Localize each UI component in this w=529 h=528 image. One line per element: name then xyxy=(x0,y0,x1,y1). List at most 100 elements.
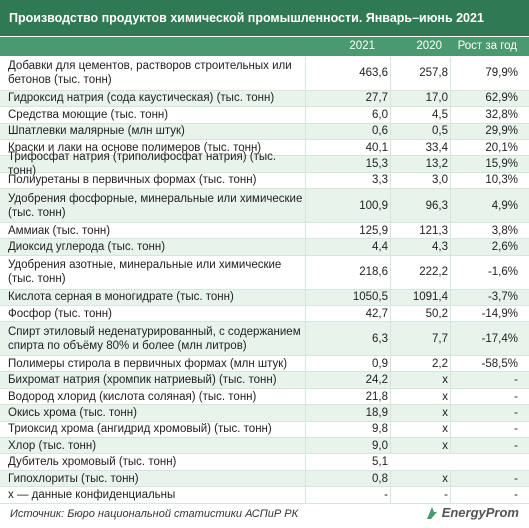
table-row: Окись хрома (тыс. тонн) 18,9 х - xyxy=(0,405,529,422)
row-label: Хлор (тыс. тонн) xyxy=(8,439,97,452)
table-row: Удобрения фосфорные, минеральные или хим… xyxy=(0,189,529,223)
cell: 2,6% xyxy=(450,239,518,255)
table-row: Хлор (тыс. тонн) 9,0 х - xyxy=(0,438,529,455)
column-header: 2021 xyxy=(349,40,375,52)
cell: 4,5 xyxy=(390,107,448,123)
table-row: Бихромат натрия (хромпик натриевый) (тыс… xyxy=(0,372,529,389)
cell: 27,7 xyxy=(305,90,388,107)
cell: - xyxy=(450,487,518,503)
cell: 29,9% xyxy=(450,123,518,139)
cell: 0,5 xyxy=(390,123,448,139)
row-label: Бихромат натрия (хромпик натриевый) (тыс… xyxy=(8,374,277,387)
cell: - xyxy=(450,438,518,454)
cell: 257,8 xyxy=(390,57,448,90)
cell: 7,7 xyxy=(390,322,448,356)
table-header: 2021 2020 Рост за год xyxy=(0,37,529,56)
cell: 62,9% xyxy=(450,90,518,107)
cell: х xyxy=(390,421,448,438)
cell: 0,8 xyxy=(305,470,388,487)
cell: х xyxy=(390,405,448,421)
table-row: Удобрения азотные, минеральные или химич… xyxy=(0,255,529,290)
row-label: Удобрения азотные, минеральные или химич… xyxy=(8,259,282,286)
cell: 6,3 xyxy=(305,322,388,356)
logo-text: EnergyProm xyxy=(441,505,519,520)
cell: - xyxy=(450,421,518,438)
cell: 1091,4 xyxy=(390,289,448,305)
cell: 222,2 xyxy=(390,255,448,289)
row-label: Диоксид углерода (тыс. тонн) xyxy=(8,241,166,254)
table-row: Фосфор (тыс. тонн) 42,7 50,2 -14,9% xyxy=(0,305,529,323)
cell: 463,6 xyxy=(305,57,388,90)
cell: - xyxy=(450,470,518,487)
cell: 13,2 xyxy=(390,156,448,172)
cell: - xyxy=(305,487,388,503)
table-row: Гипохлориты (тыс. тонн) 0,8 х - xyxy=(0,470,529,488)
table-row: Трифосфат натрия (триполифосфат натрия) … xyxy=(0,151,529,178)
cell: 79,9% xyxy=(450,57,518,90)
cell: - xyxy=(450,405,518,421)
cell: 17,0 xyxy=(390,90,448,107)
cell: - xyxy=(450,388,518,405)
cell: -58,5% xyxy=(450,356,518,372)
row-label: Кислота серная в моногидрате (тыс. тонн) xyxy=(8,291,234,304)
cell: 100,9 xyxy=(305,189,388,222)
cell: 15,3 xyxy=(305,156,388,172)
table-row: Диоксид углерода (тыс. тонн) 4,4 4,3 2,6% xyxy=(0,239,529,256)
cell: х xyxy=(390,388,448,405)
cell: 42,7 xyxy=(305,305,388,322)
row-label: Шпатлевки малярные (млн штук) xyxy=(8,125,185,138)
row-label: Окись хрома (тыс. тонн) xyxy=(8,406,137,419)
table-body: Добавки для цементов, растворов строител… xyxy=(0,57,529,504)
cell: 40,1 xyxy=(305,139,388,156)
row-label: Спирт этиловый неденатурированный, с сод… xyxy=(8,325,301,352)
cell: 50,2 xyxy=(390,305,448,322)
cell: -3,7% xyxy=(450,289,518,305)
row-label: Трифосфат натрия (триполифосфат натрия) … xyxy=(8,151,277,178)
title: Производство продуктов химической промыш… xyxy=(0,0,529,36)
row-label: х — данные конфиденциальны xyxy=(8,488,176,501)
source: Источник: Бюро национальной статистики А… xyxy=(10,508,299,520)
table-row: Шпатлевки малярные (млн штук) 0,6 0,5 29,9% xyxy=(0,123,529,140)
cell: 18,9 xyxy=(305,405,388,421)
table-row: Полиуретаны в первичных формах (тыс. тон… xyxy=(0,172,529,190)
row-label: Средства моющие (тыс. тонн) xyxy=(8,108,169,121)
row-label: Водород хлорид (кислота соляная) (тыс. т… xyxy=(8,390,257,403)
table-row: Дубитель хромовый (тыс. тонн) 5,1 xyxy=(0,454,529,471)
cell: 9,8 xyxy=(305,421,388,438)
table-row: Аммиак (тыс. тонн) 125,9 121,3 3,8% xyxy=(0,222,529,240)
row-label: Аммиак (тыс. тонн) xyxy=(8,224,111,237)
column-header: 2020 xyxy=(416,40,442,52)
cell: 1050,5 xyxy=(305,289,388,305)
cell: 3,8% xyxy=(450,222,518,239)
cell: - xyxy=(390,487,448,503)
cell: 4,3 xyxy=(390,239,448,255)
table-row: Краски и лаки на основе полимеров (тыс. … xyxy=(0,139,529,157)
cell: 3,3 xyxy=(305,172,388,189)
cell: -14,9% xyxy=(450,305,518,322)
cell: -1,6% xyxy=(450,255,518,289)
row-label: Полимеры стирола в первичных формах (млн… xyxy=(8,357,288,370)
cell: 218,6 xyxy=(305,255,388,289)
row-label: Триоксид хрома (ангидрид хромовый) (тыс.… xyxy=(8,423,272,436)
row-label: Дубитель хромовый (тыс. тонн) xyxy=(8,456,177,469)
cell: 96,3 xyxy=(390,189,448,222)
column-header: Рост за год xyxy=(457,40,517,52)
cell: 32,8% xyxy=(450,107,518,123)
cell: х xyxy=(390,470,448,487)
row-label: Гипохлориты (тыс. тонн) xyxy=(8,472,139,485)
cell: 21,8 xyxy=(305,388,388,405)
cell: 9,0 xyxy=(305,438,388,454)
table-row: Добавки для цементов, растворов строител… xyxy=(0,57,529,91)
table-row: Спирт этиловый неденатурированный, с сод… xyxy=(0,322,529,357)
cell: 10,3% xyxy=(450,172,518,189)
row-label: Добавки для цементов, растворов строител… xyxy=(8,60,292,87)
cell: 15,9% xyxy=(450,156,518,172)
cell: 0,6 xyxy=(305,123,388,139)
row-label: Краски и лаки на основе полимеров (тыс. … xyxy=(8,141,262,154)
cell: - xyxy=(450,372,518,388)
cell: 4,4 xyxy=(305,239,388,255)
cell: 2,2 xyxy=(390,356,448,372)
cell: 6,0 xyxy=(305,107,388,123)
cell: 121,3 xyxy=(390,222,448,239)
cell: 24,2 xyxy=(305,372,388,388)
